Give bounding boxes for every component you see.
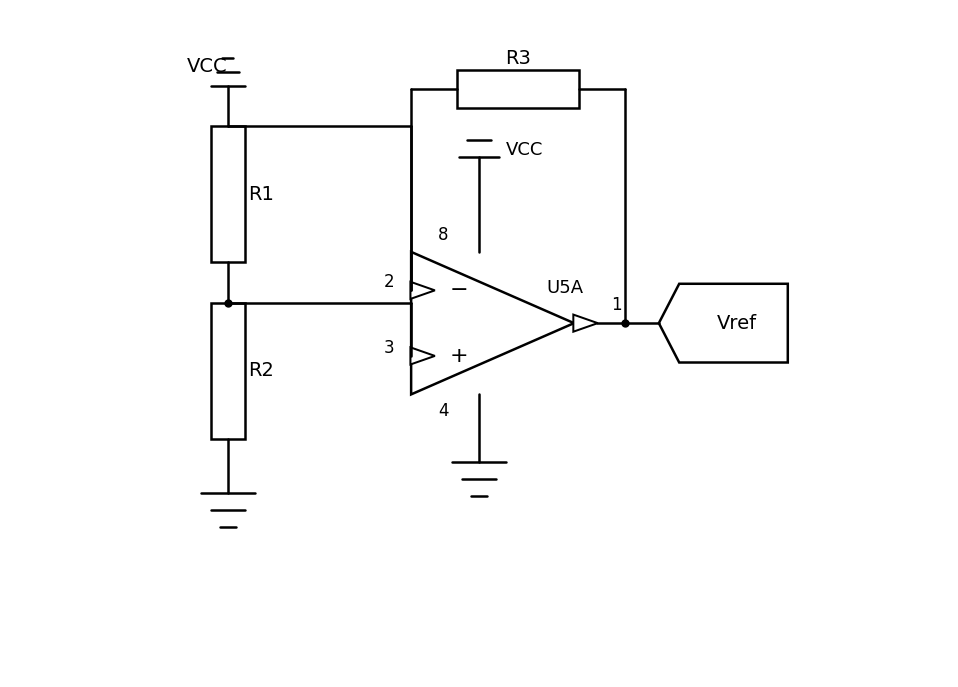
Polygon shape — [410, 348, 435, 365]
Polygon shape — [410, 282, 435, 299]
Text: 3: 3 — [383, 339, 394, 357]
Text: R3: R3 — [505, 49, 531, 68]
FancyBboxPatch shape — [211, 126, 245, 262]
Text: U5A: U5A — [547, 279, 584, 297]
Text: +: + — [449, 346, 468, 366]
Text: R2: R2 — [248, 361, 274, 380]
Text: VCC: VCC — [187, 57, 228, 76]
Polygon shape — [573, 315, 598, 332]
Polygon shape — [659, 284, 787, 363]
Text: 4: 4 — [438, 403, 448, 420]
Text: 8: 8 — [438, 226, 448, 244]
Text: R1: R1 — [248, 185, 274, 203]
Text: 2: 2 — [383, 273, 394, 291]
FancyBboxPatch shape — [457, 70, 579, 108]
Text: Vref: Vref — [717, 314, 757, 333]
Polygon shape — [411, 252, 574, 394]
Text: 1: 1 — [611, 296, 622, 314]
Text: −: − — [449, 280, 468, 300]
Text: VCC: VCC — [506, 141, 543, 159]
FancyBboxPatch shape — [211, 303, 245, 438]
